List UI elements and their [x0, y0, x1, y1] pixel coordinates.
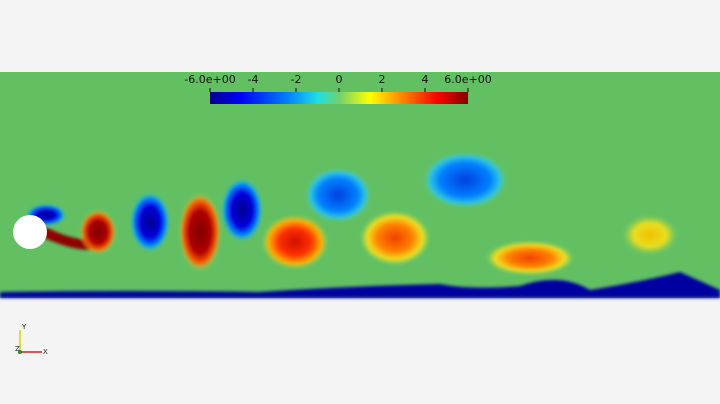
- axes-triad: Y Z X: [15, 323, 48, 356]
- z-axis: [18, 350, 22, 354]
- vortex: [221, 178, 263, 242]
- colorbar-tick-label: 4: [422, 73, 429, 86]
- shear-layer: [40, 226, 92, 250]
- colorbar-tick-label: 0: [336, 73, 343, 86]
- cylinder: [13, 215, 47, 249]
- vortex: [179, 193, 221, 271]
- x-label: X: [43, 348, 48, 356]
- colorbar-tick-label: 6.0e+00: [444, 73, 491, 86]
- vortex: [360, 211, 430, 265]
- boundary-layer: [0, 272, 720, 298]
- vortex: [423, 152, 507, 208]
- vortex: [262, 215, 328, 269]
- colorbar-tick-label: -4: [248, 73, 259, 86]
- z-label: Z: [15, 345, 20, 353]
- y-label: Y: [21, 323, 27, 331]
- vortex: [486, 241, 574, 275]
- vortex: [622, 215, 678, 255]
- vortex: [130, 192, 170, 252]
- colorbar-tick-label: -2: [291, 73, 302, 86]
- vortex-field: [0, 152, 720, 298]
- colorbar: [210, 92, 468, 104]
- colorbar-tick-label: -6.0e+00: [184, 73, 235, 86]
- colorbar-tick-label: 2: [379, 73, 386, 86]
- vortex: [80, 210, 116, 254]
- vortex: [305, 168, 371, 222]
